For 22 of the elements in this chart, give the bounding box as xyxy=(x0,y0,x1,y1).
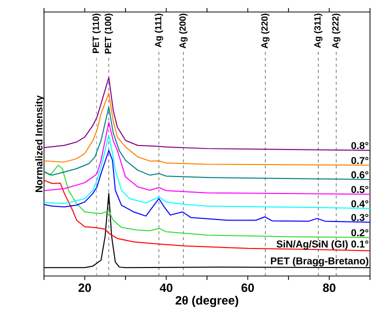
x-tick-label: 60 xyxy=(242,284,254,292)
ref-line-label: Ag (220) xyxy=(261,14,270,48)
ref-line-label: Ag (200) xyxy=(179,14,188,48)
series-label: 0.7° xyxy=(351,156,368,164)
ref-line-label: Ag (111) xyxy=(154,14,164,48)
series-label: 0.8° xyxy=(351,142,368,150)
ref-line-label: Ag (311) xyxy=(314,14,322,48)
series-label: SiN/Ag/SiN (GI) 0.1° xyxy=(276,240,368,250)
series-label: PET (Bragg-Bretano) xyxy=(270,257,368,266)
series-label: 0.3° xyxy=(351,214,368,222)
ref-line-label: PET (110) xyxy=(92,14,101,53)
series-label: 0.2° xyxy=(351,229,368,236)
ref-line-label: PET (100) xyxy=(104,14,113,54)
x-tick-label: 40 xyxy=(160,284,172,292)
x-tick-label: 80 xyxy=(322,284,336,292)
x-tick-label: 20 xyxy=(78,284,91,292)
x-axis-title: 2θ (degree) xyxy=(176,296,238,308)
ref-line-label: Ag (222) xyxy=(332,14,340,48)
series-label: 0.5° xyxy=(351,186,368,194)
series-label: 0.6° xyxy=(351,171,368,178)
series-label: 0.4° xyxy=(351,200,368,208)
y-axis-title: Normalized Intensity xyxy=(35,95,44,192)
